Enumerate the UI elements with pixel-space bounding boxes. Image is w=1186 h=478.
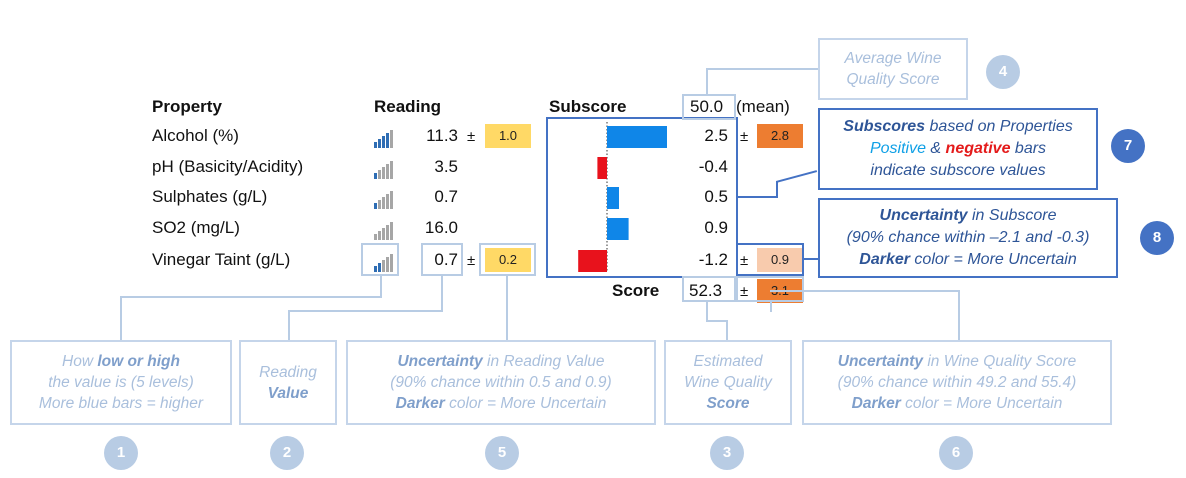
score-highlight-box <box>682 276 736 302</box>
property-label-sulphates: Sulphates (g/L) <box>152 187 268 206</box>
score-value: 52.3 <box>689 281 723 300</box>
property-label-vinegar: Vinegar Taint (g/L) <box>152 250 291 269</box>
subscore-uncertainty-vinegar: 0.9 <box>757 248 803 272</box>
level-bar <box>382 136 385 148</box>
annotation-number-4: 4 <box>986 55 1020 89</box>
annotation-number-5: 5 <box>485 436 519 470</box>
level-bar <box>378 263 381 272</box>
level-bar <box>386 225 389 240</box>
level-bar <box>386 133 389 148</box>
reading-value-sulphates: 0.7 <box>434 187 458 206</box>
annotation-number-6: 6 <box>939 436 973 470</box>
subscore-bar <box>578 250 607 272</box>
level-bars-icon <box>374 220 396 240</box>
level-bars-icon <box>374 128 396 148</box>
subscore-header: Subscore <box>549 97 627 116</box>
property-header: Property <box>152 97 222 116</box>
subscore-value-ph: -0.4 <box>698 157 728 176</box>
subscore-bar <box>607 187 619 209</box>
property-label-ph: pH (Basicity/Acidity) <box>152 157 304 176</box>
level-bar <box>390 130 393 148</box>
subscore-group-box <box>546 117 738 278</box>
level-bars-icon <box>374 159 396 179</box>
level-bar <box>382 167 385 179</box>
reading-value-ph: 3.5 <box>434 157 458 176</box>
subscore-value-alcohol: 2.5 <box>704 126 728 145</box>
level-bar <box>378 139 381 148</box>
level-bar <box>386 194 389 209</box>
annotation-reading-value: Reading Value <box>239 340 337 425</box>
annotation-estimated-score: Estimated Wine Quality Score <box>664 340 792 425</box>
level-bar <box>390 191 393 209</box>
level-bar <box>378 231 381 240</box>
reading-value-so2: 16.0 <box>424 218 458 237</box>
level-bar <box>382 260 385 272</box>
annotation-level: How low or high the value is (5 levels) … <box>10 340 232 425</box>
level-bar <box>374 203 377 209</box>
mean-label: (mean) <box>736 97 790 116</box>
reading-highlight-box <box>421 243 463 276</box>
annotation-average-score: Average Wine Quality Score <box>818 38 968 100</box>
score-label: Score <box>612 281 660 300</box>
reading-uncertainty-vinegar: 0.2 <box>485 248 531 272</box>
plus-minus: ± <box>467 252 476 269</box>
level-bar <box>374 266 377 272</box>
annotation-number-1: 1 <box>104 436 138 470</box>
subscore-uncertainty-alcohol: 2.8 <box>757 124 803 148</box>
subscore-bar <box>607 218 629 240</box>
subscore-bar <box>597 157 607 179</box>
annotation-subscore-uncertainty: Uncertainty in Subscore (90% chance with… <box>818 198 1118 278</box>
property-label-alcohol: Alcohol (%) <box>152 126 239 145</box>
subscore-uncertainty-highlight-box <box>736 243 804 276</box>
level-bars-icon <box>374 189 396 209</box>
level-bar <box>378 200 381 209</box>
reading-header: Reading <box>374 97 442 116</box>
reading-value-vinegar: 0.7 <box>434 250 458 269</box>
level-bars-icon <box>374 252 396 272</box>
plus-minus: ± <box>740 252 749 269</box>
score-uncertainty-highlight-box <box>736 276 804 302</box>
annotation-number-8: 8 <box>1140 221 1174 255</box>
plus-minus: ± <box>467 128 476 145</box>
level-bar <box>374 173 377 179</box>
level-bar <box>390 161 393 179</box>
subscore-value-so2: 0.9 <box>704 218 728 237</box>
subscore-value-sulphates: 0.5 <box>704 187 728 206</box>
level-highlight-box <box>361 243 399 276</box>
level-bar <box>390 222 393 240</box>
level-bar <box>386 257 389 272</box>
property-label-so2: SO2 (mg/L) <box>152 218 240 237</box>
mean-value: 50.0 <box>690 97 724 116</box>
plus-minus: ± <box>740 283 749 300</box>
subscore-value-vinegar: -1.2 <box>698 250 728 269</box>
level-bar <box>390 254 393 272</box>
mean-highlight-box <box>682 94 736 120</box>
plus-minus: ± <box>740 128 749 145</box>
reading-uncertainty-highlight-box <box>479 243 536 276</box>
reading-value-alcohol: 11.3 <box>426 126 458 145</box>
annotation-reading-uncertainty: Uncertainty in Reading Value (90% chance… <box>346 340 656 425</box>
annotation-number-7: 7 <box>1111 129 1145 163</box>
annotation-score-uncertainty: Uncertainty in Wine Quality Score (90% c… <box>802 340 1112 425</box>
annotation-subscores: Subscores based on Properties Positive &… <box>818 108 1098 190</box>
subscore-bar-chart <box>578 122 667 272</box>
subscore-bar <box>607 126 667 148</box>
annotation-number-2: 2 <box>270 436 304 470</box>
level-bar <box>382 228 385 240</box>
level-bar <box>374 234 377 240</box>
annotation-number-3: 3 <box>710 436 744 470</box>
level-bar <box>382 197 385 209</box>
reading-uncertainty-alcohol: 1.0 <box>485 124 531 148</box>
level-bar <box>386 164 389 179</box>
level-bar <box>374 142 377 148</box>
level-bar <box>378 170 381 179</box>
